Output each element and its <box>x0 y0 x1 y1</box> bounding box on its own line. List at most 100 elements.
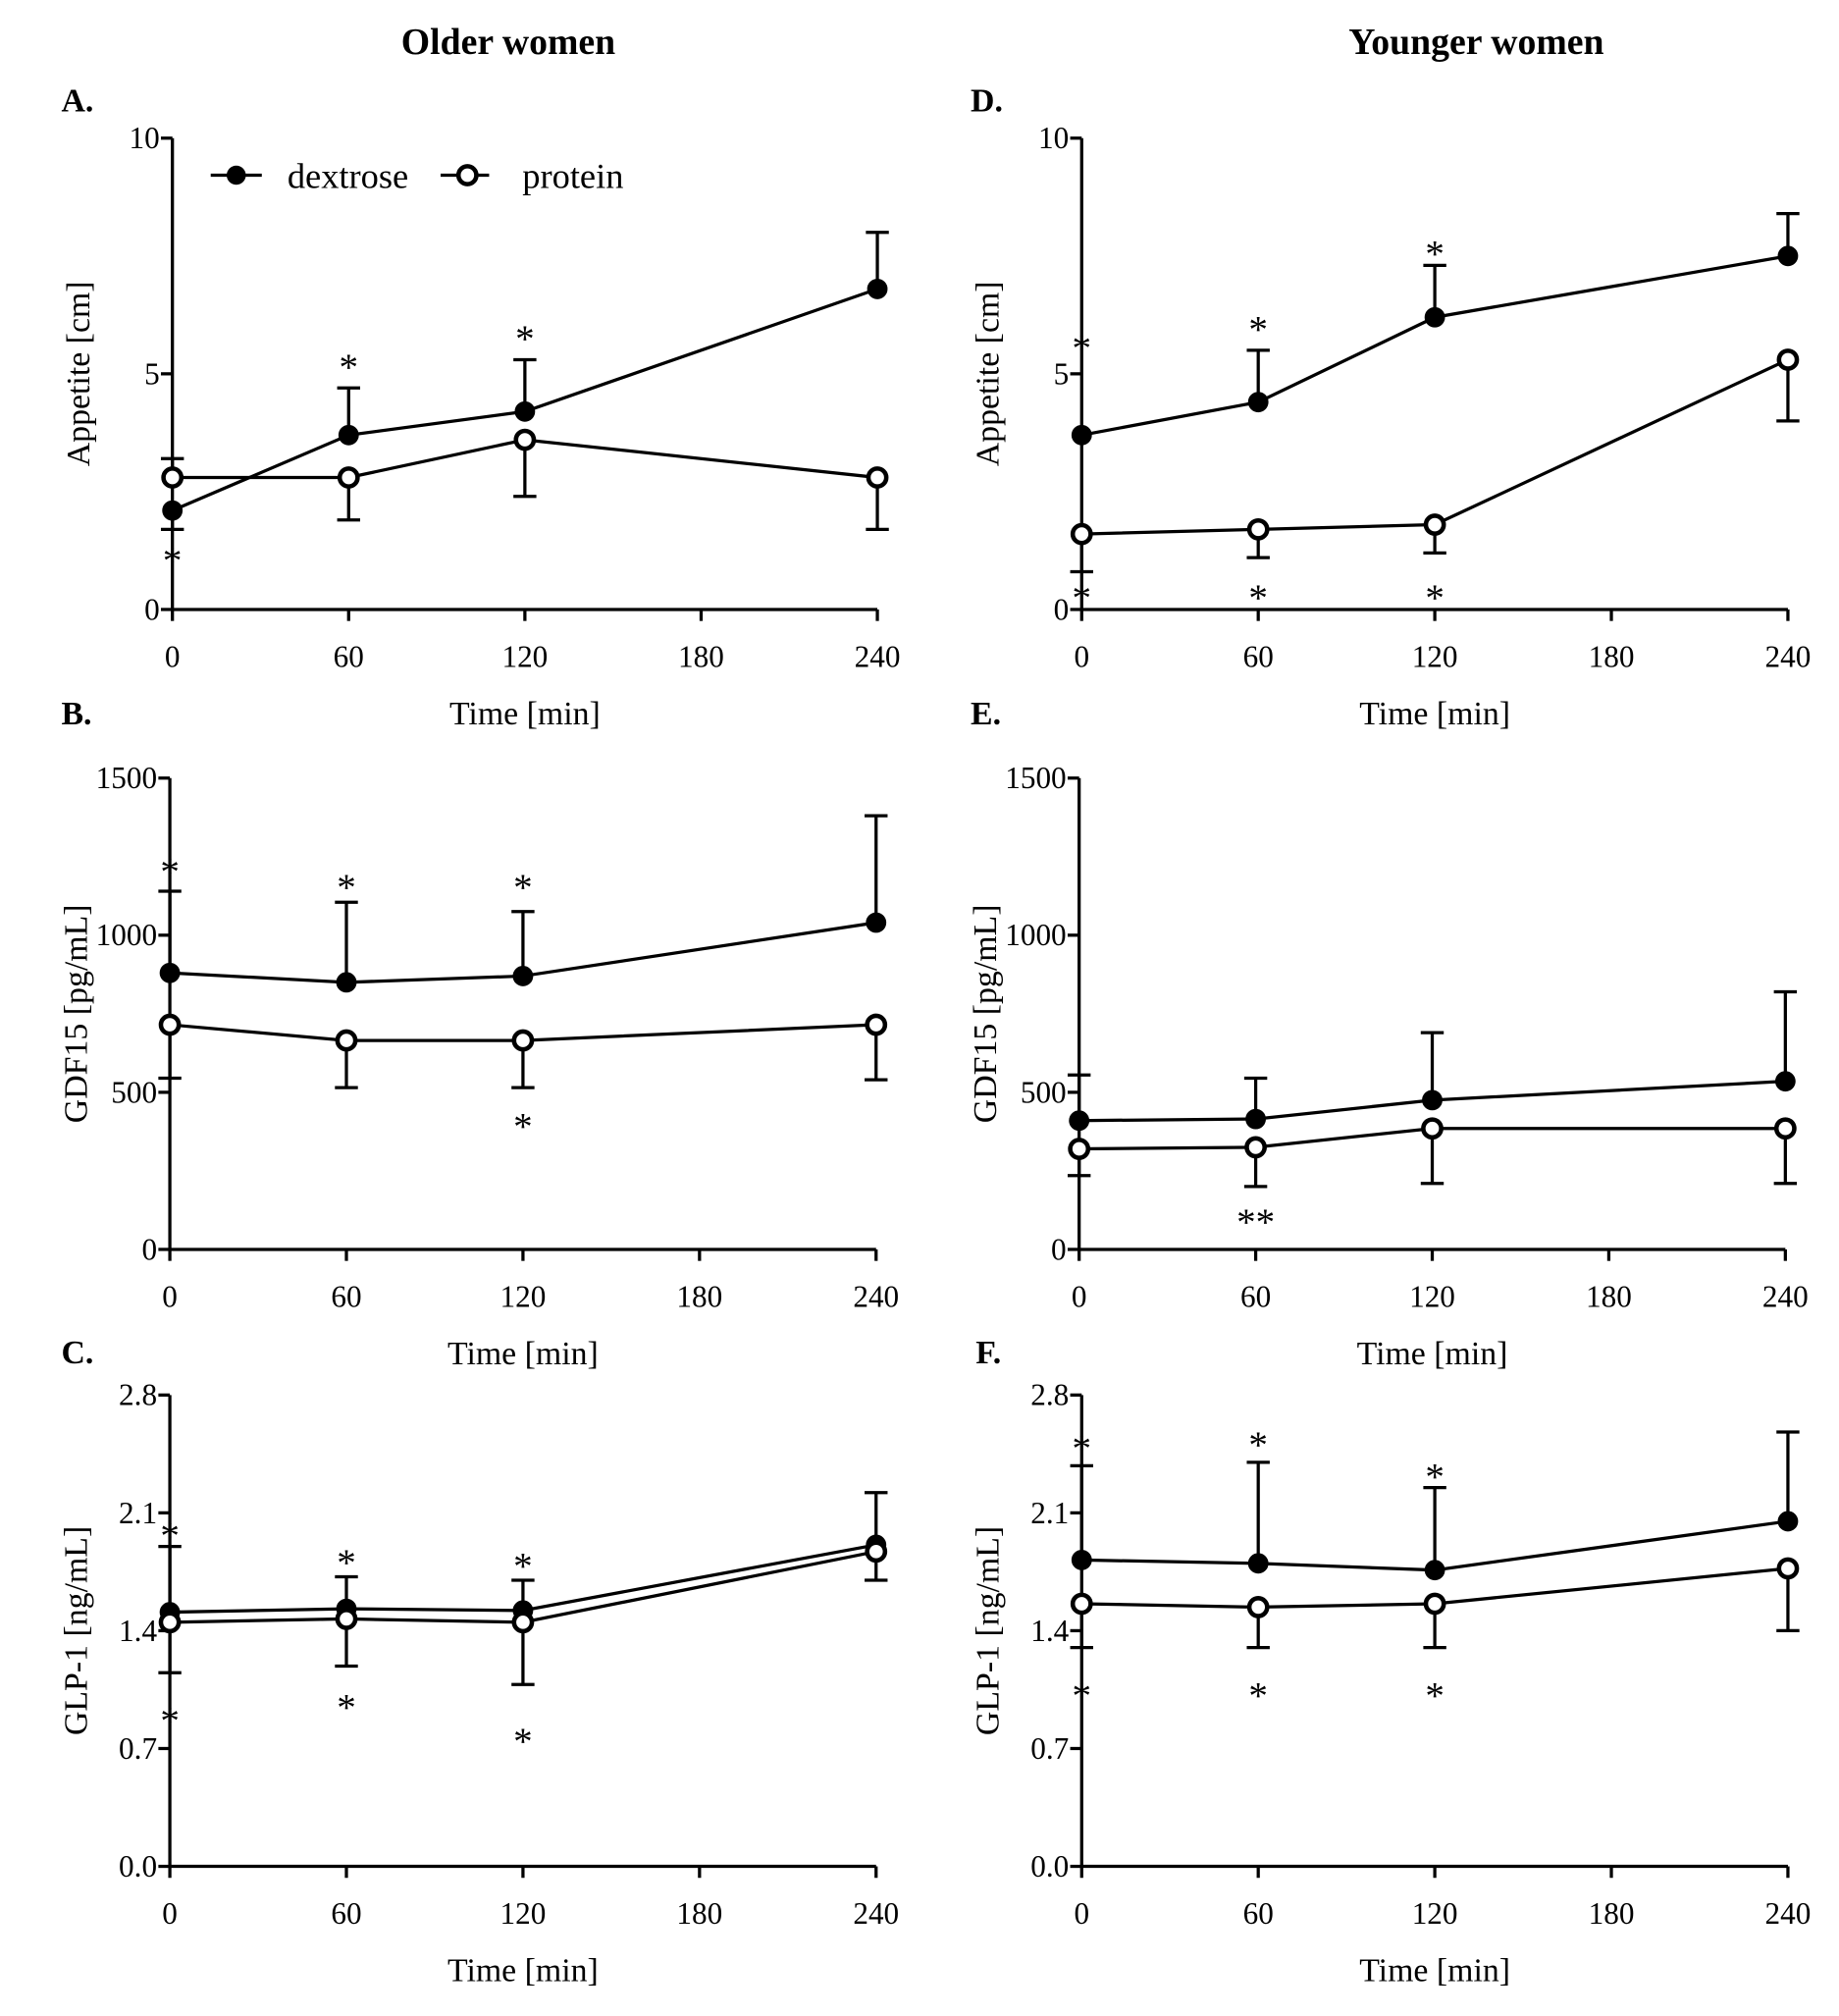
series-dextrose <box>1071 211 1800 446</box>
x-axis-label: Time [min] <box>1359 696 1510 732</box>
significance-marker: * <box>160 1515 180 1558</box>
x-tick-label: 180 <box>1589 1896 1635 1931</box>
y-tick-label: 0 <box>144 592 160 626</box>
legend-label: dextrose <box>288 157 408 196</box>
series-line <box>169 1023 876 1042</box>
data-point <box>159 962 181 983</box>
y-tick-label: 2.8 <box>119 1378 157 1412</box>
x-tick-label: 60 <box>1243 640 1274 674</box>
series-line <box>169 921 876 984</box>
panel-label: F. <box>975 1335 1001 1371</box>
y-tick-label: 10 <box>129 121 159 155</box>
x-tick-label: 60 <box>331 1896 361 1931</box>
y-tick-label: 500 <box>1021 1075 1067 1109</box>
significance-marker: * <box>513 867 533 909</box>
x-axis-label: Time [min] <box>1359 1953 1510 1989</box>
data-point <box>1424 306 1445 328</box>
series-line <box>1078 1080 1786 1123</box>
y-tick-label: 2.1 <box>119 1496 157 1530</box>
y-axis-label: GLP-1 [ng/mL] <box>58 1526 94 1735</box>
series-line <box>1081 1519 1789 1572</box>
series-protein <box>158 1013 888 1089</box>
data-point <box>1070 522 1093 546</box>
legend-label: protein <box>522 157 623 196</box>
x-tick-label: 120 <box>501 640 548 674</box>
x-tick-label: 180 <box>1589 640 1635 674</box>
x-tick-label: 0 <box>162 1280 178 1314</box>
y-tick-label: 500 <box>111 1075 157 1109</box>
x-tick-label: 0 <box>165 640 181 674</box>
y-tick-label: 0 <box>1051 1232 1067 1266</box>
y-tick-label: 1500 <box>96 761 157 795</box>
significance-marker: * <box>513 1106 533 1148</box>
y-axis-label: Appetite [cm] <box>61 281 97 466</box>
x-tick-label: 240 <box>1765 1896 1812 1931</box>
series-line <box>170 1543 877 1615</box>
y-tick-label: 0 <box>141 1232 157 1266</box>
x-axis-label: Time [min] <box>449 696 601 732</box>
panel-label: C. <box>61 1335 93 1371</box>
data-point <box>1247 1553 1269 1574</box>
column-title-older: Older women <box>401 22 615 63</box>
y-tick-label: 0.7 <box>1030 1731 1069 1766</box>
panel-d: D. 0 5 10 0 60 120 180 240 Time [min] Appetite [cm… <box>971 82 1812 732</box>
y-tick-label: 5 <box>144 356 160 391</box>
data-point <box>1776 348 1800 371</box>
panel-label: A. <box>61 82 93 119</box>
data-point <box>512 966 534 986</box>
data-point <box>1246 1596 1270 1618</box>
x-tick-label: 0 <box>1074 1896 1089 1931</box>
significance-marker: * <box>1073 1427 1092 1469</box>
significance-marker: * <box>337 867 356 909</box>
panel-b: B. 0 500 1000 1500 0 60 120 180 240 Time [min] GDF1… <box>58 696 899 1372</box>
series-line <box>1080 254 1789 437</box>
data-point <box>1777 1511 1799 1532</box>
data-point <box>158 1611 182 1634</box>
significance-marker: * <box>1248 1424 1268 1466</box>
x-tick-label: 120 <box>500 1896 547 1931</box>
data-point <box>1421 1117 1444 1141</box>
data-point <box>1774 1071 1796 1092</box>
significance-marker: * <box>163 540 183 582</box>
significance-marker: * <box>513 1545 533 1587</box>
legend-marker-dextrose <box>226 165 246 186</box>
significance-marker: * <box>1425 1675 1445 1718</box>
y-axis-label: GLP-1 [ng/mL] <box>971 1526 1007 1735</box>
series-line <box>170 1550 877 1624</box>
data-point <box>337 466 360 489</box>
x-tick-label: 0 <box>162 1896 178 1931</box>
significance-marker: * <box>340 346 359 389</box>
x-tick-label: 180 <box>676 1280 722 1314</box>
y-tick-label: 1500 <box>1005 761 1066 795</box>
x-axis-label: Time [min] <box>447 1953 599 1989</box>
y-tick-label: 1000 <box>96 918 157 952</box>
series-line <box>172 287 878 512</box>
significance-marker: * <box>337 1542 356 1584</box>
y-tick-label: 0.7 <box>119 1731 157 1766</box>
panel-a: A. 0 5 10 0 60 120 180 240 Time [min] Appetite [cm… <box>61 82 900 732</box>
data-point <box>511 1029 535 1052</box>
legend-marker-protein <box>455 164 479 186</box>
data-point <box>865 1540 888 1564</box>
significance-marker: * <box>1073 577 1092 619</box>
data-point <box>158 1013 182 1036</box>
data-point <box>865 1013 888 1036</box>
data-point <box>1071 424 1092 446</box>
data-point <box>867 279 888 299</box>
data-point <box>513 428 537 451</box>
data-point <box>1422 1089 1443 1111</box>
data-point <box>1776 1557 1800 1580</box>
x-tick-label: 0 <box>1072 1280 1087 1314</box>
data-point <box>1245 1108 1267 1130</box>
series-protein <box>1067 1117 1798 1189</box>
data-point <box>1423 513 1446 536</box>
data-point <box>336 972 357 993</box>
x-tick-label: 240 <box>853 1896 899 1931</box>
data-point <box>338 424 359 446</box>
y-tick-label: 1.4 <box>119 1614 157 1648</box>
data-point <box>1423 1592 1446 1616</box>
series-line <box>1081 1566 1789 1610</box>
x-tick-label: 240 <box>853 1280 899 1314</box>
y-tick-label: 1000 <box>1005 918 1066 952</box>
